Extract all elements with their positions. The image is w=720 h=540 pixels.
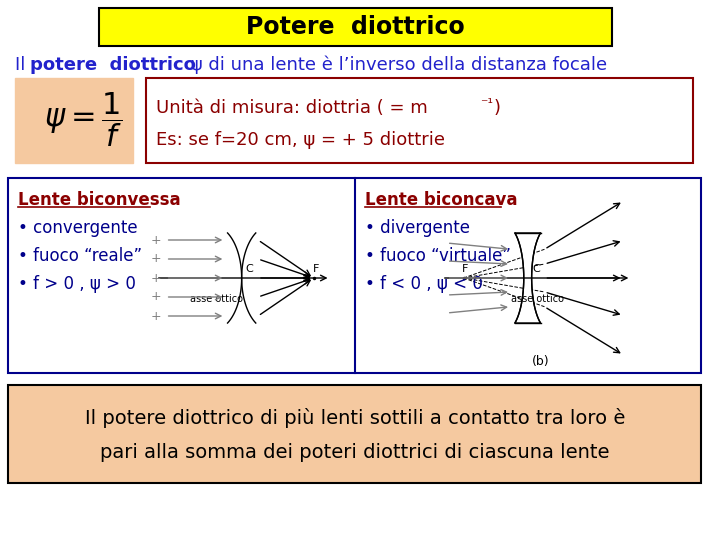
Text: $\psi = \dfrac{1}{f}$: $\psi = \dfrac{1}{f}$ [45, 91, 123, 149]
Polygon shape [228, 233, 256, 323]
Text: asse ottico: asse ottico [511, 294, 564, 304]
Text: ): ) [493, 99, 500, 117]
Text: • fuoco “virtuale”: • fuoco “virtuale” [365, 247, 511, 265]
Text: asse ottico: asse ottico [191, 294, 243, 304]
Text: F: F [462, 264, 468, 274]
Text: Es: se f=20 cm, ψ = + 5 diottrie: Es: se f=20 cm, ψ = + 5 diottrie [156, 131, 445, 149]
Text: (b): (b) [531, 355, 549, 368]
FancyBboxPatch shape [146, 78, 693, 163]
Text: +: + [150, 272, 161, 285]
Text: • f > 0 , ψ > 0: • f > 0 , ψ > 0 [18, 275, 135, 293]
Text: potere  diottrico: potere diottrico [30, 56, 195, 74]
Text: C: C [246, 264, 253, 274]
Text: • fuoco “reale”: • fuoco “reale” [18, 247, 142, 265]
FancyBboxPatch shape [15, 78, 133, 163]
Text: Lente biconvessa: Lente biconvessa [18, 191, 181, 209]
Text: Il: Il [15, 56, 31, 74]
Polygon shape [515, 233, 541, 323]
Text: • f < 0 , ψ < 0: • f < 0 , ψ < 0 [365, 275, 483, 293]
Text: +: + [150, 253, 161, 266]
Text: • divergente: • divergente [365, 219, 470, 237]
Text: Lente biconcava: Lente biconcava [365, 191, 518, 209]
Text: • convergente: • convergente [18, 219, 138, 237]
Text: ψ di una lente è l’inverso della distanza focale: ψ di una lente è l’inverso della distanz… [186, 56, 608, 74]
Text: pari alla somma dei poteri diottrici di ciascuna lente: pari alla somma dei poteri diottrici di … [100, 442, 610, 462]
FancyBboxPatch shape [99, 8, 611, 46]
Text: Il potere diottrico di più lenti sottili a contatto tra loro è: Il potere diottrico di più lenti sottili… [85, 408, 625, 428]
Text: +: + [150, 233, 161, 246]
Text: F: F [312, 264, 319, 274]
Text: C: C [533, 264, 541, 274]
Text: Potere  diottrico: Potere diottrico [246, 15, 464, 39]
Text: +: + [150, 291, 161, 303]
Text: ⁻¹: ⁻¹ [480, 97, 493, 111]
FancyBboxPatch shape [8, 178, 701, 373]
FancyBboxPatch shape [8, 385, 701, 483]
Text: +: + [150, 309, 161, 322]
Text: Unità di misura: diottria ( = m: Unità di misura: diottria ( = m [156, 99, 428, 117]
